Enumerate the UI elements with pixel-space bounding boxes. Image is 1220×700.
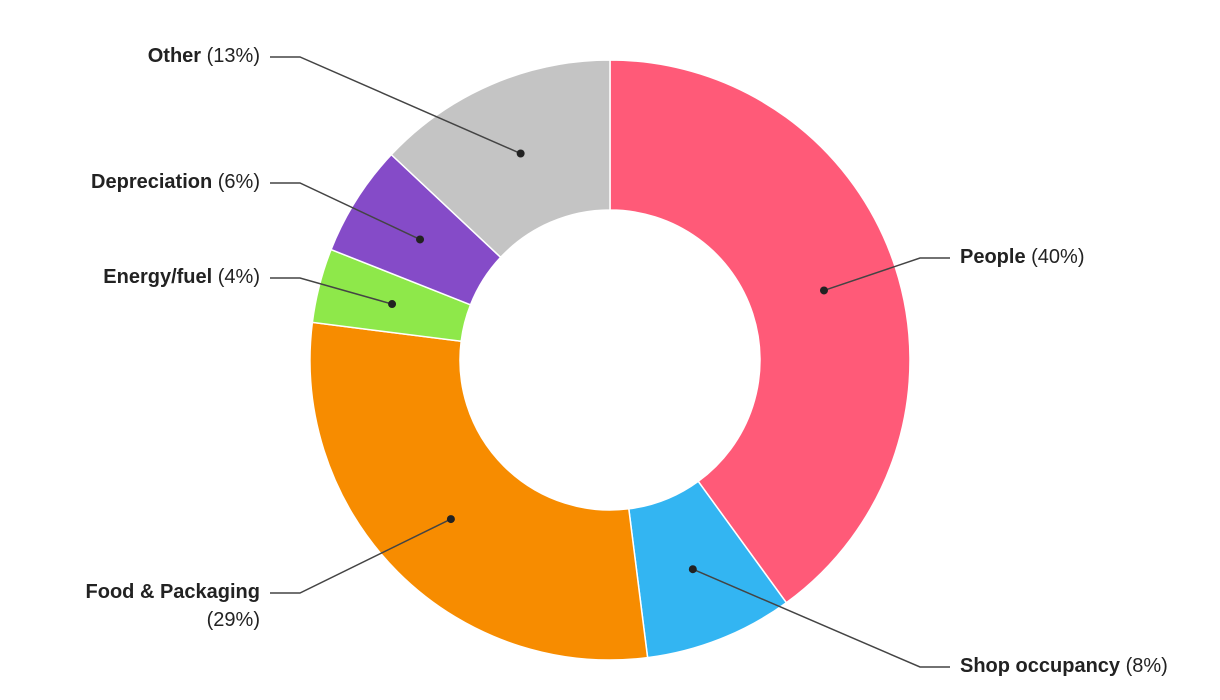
leader-dot [819, 286, 828, 295]
leader-line [270, 182, 421, 241]
slice-label: People (40%) [960, 246, 1085, 268]
leader-line [823, 257, 950, 292]
category-label: People [960, 246, 1026, 268]
value-label: (40%) [1031, 246, 1084, 268]
slice [609, 59, 911, 604]
slice [390, 59, 611, 259]
leader-dot [446, 515, 455, 524]
category-label: Shop occupancy [960, 655, 1121, 677]
leader-dot [416, 235, 425, 244]
value-label: (13%) [207, 45, 260, 67]
leader-dot [516, 149, 525, 158]
leader-line [270, 277, 393, 305]
slice-label: Depreciation (6%) [91, 171, 260, 193]
category-label: Food & Packaging [86, 581, 260, 603]
slice-label: Food & Packaging (29%) [86, 581, 260, 631]
slice-label: Shop occupancy (8%) [960, 655, 1168, 677]
value-label: (6%) [218, 171, 260, 193]
leader-line [692, 568, 950, 668]
value-label: (29%) [207, 609, 260, 631]
leader-dot [688, 565, 697, 574]
slice-label: Other (13%) [148, 45, 260, 67]
category-label: Depreciation [91, 171, 212, 193]
category-label: Energy/fuel [103, 266, 212, 288]
value-label: (4%) [218, 266, 260, 288]
slice-label: Energy/fuel (4%) [103, 266, 260, 288]
category-label: Other [148, 45, 202, 67]
leader-line [270, 518, 452, 594]
slice [309, 321, 649, 661]
leader-dot [388, 300, 397, 309]
leader-line [270, 56, 521, 155]
value-label: (8%) [1126, 655, 1168, 677]
